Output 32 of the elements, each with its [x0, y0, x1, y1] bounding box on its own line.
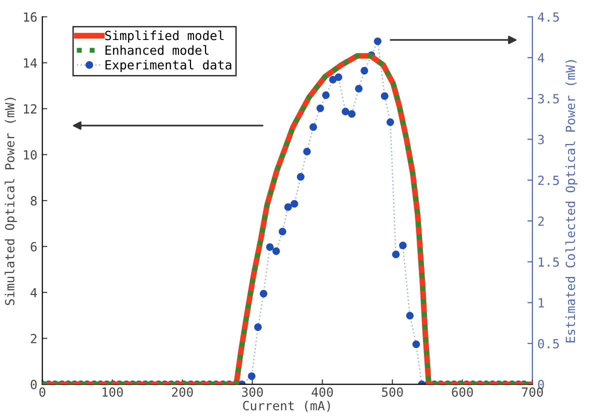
x-tick-label: 0: [39, 387, 46, 397]
y-tick-label: 4: [30, 288, 37, 298]
x-tick-label: 100: [102, 387, 123, 397]
y-tick-label: 0: [30, 380, 37, 390]
y2-tick-label: 0.5: [538, 338, 559, 348]
y2-tick-label: 1.5: [538, 257, 559, 267]
y-tick-label: 14: [24, 58, 37, 68]
y-tick-label: 8: [30, 196, 37, 206]
y2-tick-label: 3.5: [538, 94, 559, 104]
y2-axis-title: Estimated Collected Optical Power (mW): [565, 60, 578, 342]
y2-tick-label: 3: [538, 134, 544, 144]
y2-tick-label: 4.5: [538, 12, 559, 22]
y2-tick-label: 4: [538, 53, 544, 62]
x-tick-label: 400: [312, 387, 333, 397]
x-tick-label: 200: [172, 387, 193, 397]
y-tick-label: 2: [30, 334, 36, 344]
x-tick-label: 300: [242, 387, 263, 397]
y-tick-label: 6: [30, 242, 37, 252]
y2-tick-label: 2: [538, 216, 544, 226]
x-tick-label: 500: [382, 387, 403, 397]
y2-tick-label: 2.5: [538, 176, 559, 186]
y2-tick-label: 1: [538, 298, 544, 308]
y-tick-label: 16: [24, 12, 37, 22]
x-tick-label: 600: [452, 387, 473, 397]
x-axis-title: Current (mA): [243, 400, 330, 412]
x-tick-label: 700: [522, 387, 543, 397]
legend-label: Simplified model: [105, 30, 224, 43]
legend-label: Enhanced model: [106, 45, 208, 55]
y-tick-label: 10: [24, 150, 37, 160]
y-axis-title: Simulated Optical Power (mW): [4, 98, 17, 306]
legend-label: Experimental data: [106, 60, 232, 72]
y-tick-label: 12: [24, 104, 36, 114]
